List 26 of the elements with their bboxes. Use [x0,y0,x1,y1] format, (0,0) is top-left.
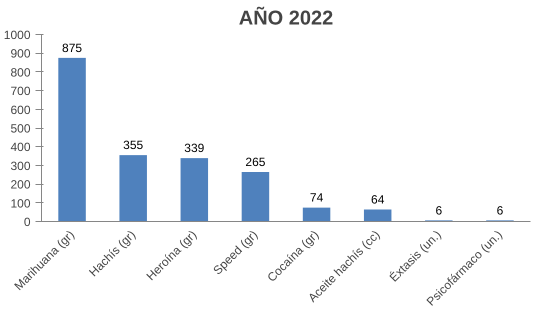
bar [180,158,208,222]
data-label: 74 [310,190,324,205]
data-label: 355 [123,138,144,152]
y-tick-label: 100 [10,196,31,210]
data-label: 64 [371,192,385,207]
bar [242,172,270,222]
y-tick-label: 500 [10,122,31,136]
y-tick-label: 200 [10,178,31,192]
y-tick-label: 1000 [4,28,31,42]
bar [302,208,330,222]
chart-title: AÑO 2022 [238,6,334,30]
bar [58,58,86,222]
data-label: 265 [245,154,266,169]
y-tick-label: 800 [10,65,31,80]
y-tick-label: 400 [10,140,31,154]
y-tick-label: 0 [24,215,31,229]
data-label: 339 [184,141,205,156]
y-tick-label: 600 [10,102,31,117]
bar [119,155,147,222]
y-tick-label: 300 [10,158,31,173]
data-label: 6 [435,203,442,218]
bar [364,210,392,222]
data-label: 875 [62,40,82,55]
data-label: 6 [496,203,504,218]
y-tick-label: 900 [10,46,31,61]
y-tick-label: 700 [10,84,31,98]
